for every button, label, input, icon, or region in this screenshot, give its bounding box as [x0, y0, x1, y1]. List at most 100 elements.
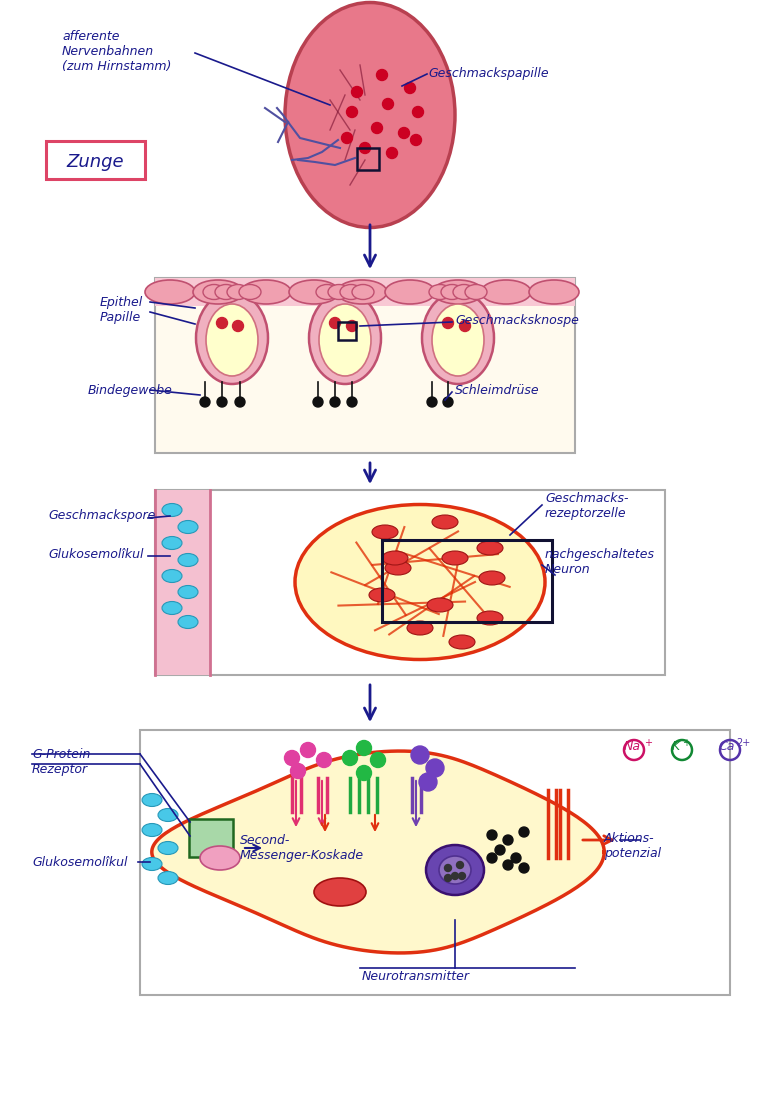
Text: Schleimdrüse: Schleimdrüse [455, 384, 539, 397]
Circle shape [371, 122, 383, 133]
Circle shape [456, 861, 463, 869]
Text: Second-
Messenger-Koskade: Second- Messenger-Koskade [240, 834, 364, 862]
Circle shape [330, 397, 340, 407]
Ellipse shape [385, 561, 411, 575]
Text: Epithel
Papille: Epithel Papille [100, 296, 143, 324]
Circle shape [291, 763, 305, 779]
Circle shape [519, 864, 529, 873]
Ellipse shape [441, 285, 463, 299]
Ellipse shape [427, 598, 453, 612]
Ellipse shape [206, 304, 258, 376]
Bar [155, 278, 575, 306]
Ellipse shape [465, 285, 487, 299]
Ellipse shape [178, 616, 198, 628]
Ellipse shape [289, 280, 339, 304]
Ellipse shape [200, 846, 240, 870]
Circle shape [217, 397, 227, 407]
Ellipse shape [481, 280, 531, 304]
Circle shape [503, 860, 513, 870]
Circle shape [460, 320, 470, 331]
Circle shape [370, 752, 385, 768]
Ellipse shape [337, 280, 387, 304]
Circle shape [347, 397, 357, 407]
Ellipse shape [215, 285, 237, 299]
Circle shape [343, 750, 357, 766]
Ellipse shape [385, 280, 435, 304]
Circle shape [346, 107, 357, 118]
Circle shape [301, 742, 315, 758]
Circle shape [487, 852, 497, 864]
Text: nachgeschaltetes
Neuron: nachgeschaltetes Neuron [545, 548, 655, 576]
Ellipse shape [227, 285, 249, 299]
Ellipse shape [178, 585, 198, 598]
Ellipse shape [442, 551, 468, 565]
Circle shape [383, 99, 394, 110]
Ellipse shape [309, 292, 381, 384]
Ellipse shape [369, 588, 395, 602]
Circle shape [426, 759, 444, 777]
Ellipse shape [162, 537, 182, 550]
Ellipse shape [145, 280, 195, 304]
Text: Glukosemolîkul: Glukosemolîkul [32, 856, 128, 869]
FancyBboxPatch shape [46, 141, 145, 179]
Circle shape [235, 397, 245, 407]
Circle shape [360, 143, 370, 154]
Ellipse shape [162, 602, 182, 615]
Ellipse shape [328, 285, 350, 299]
Ellipse shape [196, 292, 268, 384]
Text: Glukosemolîkul: Glukosemolîkul [48, 548, 143, 561]
Text: afferente
Nervenbahnen
(zum Hirnstamm): afferente Nervenbahnen (zum Hirnstamm) [62, 30, 171, 73]
Circle shape [495, 845, 505, 855]
Ellipse shape [142, 793, 162, 806]
Text: 2+: 2+ [736, 738, 750, 748]
Bar [140, 730, 730, 996]
Ellipse shape [314, 878, 366, 906]
Circle shape [342, 132, 353, 143]
Circle shape [200, 397, 210, 407]
Ellipse shape [432, 304, 484, 376]
Circle shape [519, 827, 529, 837]
Ellipse shape [407, 621, 433, 635]
Circle shape [503, 835, 513, 845]
Ellipse shape [193, 280, 243, 304]
Ellipse shape [158, 871, 178, 884]
Ellipse shape [178, 553, 198, 566]
Text: +: + [644, 738, 652, 748]
Text: Geschmacksknospe: Geschmacksknospe [455, 314, 579, 327]
Circle shape [427, 397, 437, 407]
Ellipse shape [449, 635, 475, 649]
Text: Aktions-
potenzial: Aktions- potenzial [604, 832, 661, 860]
Ellipse shape [453, 285, 475, 299]
Circle shape [443, 318, 453, 329]
Ellipse shape [241, 280, 291, 304]
Text: Ca: Ca [718, 740, 735, 754]
Ellipse shape [162, 504, 182, 517]
Ellipse shape [433, 280, 483, 304]
Ellipse shape [142, 858, 162, 870]
Ellipse shape [426, 845, 484, 895]
Ellipse shape [340, 285, 362, 299]
Bar [155, 490, 665, 675]
Circle shape [356, 740, 371, 756]
Bar [382, 540, 552, 622]
Text: Geschmacks-
rezeptorzelle: Geschmacks- rezeptorzelle [545, 492, 629, 520]
Circle shape [313, 397, 323, 407]
Circle shape [412, 107, 423, 118]
Ellipse shape [158, 842, 178, 855]
Text: K: K [672, 740, 680, 754]
Ellipse shape [142, 824, 162, 836]
Ellipse shape [479, 571, 505, 585]
Circle shape [352, 87, 363, 98]
Text: Geschmackspapille: Geschmackspapille [428, 67, 549, 80]
Circle shape [398, 128, 409, 139]
Circle shape [405, 82, 415, 94]
Circle shape [377, 69, 388, 80]
Ellipse shape [162, 570, 182, 583]
Circle shape [356, 766, 371, 781]
Ellipse shape [422, 292, 494, 384]
Circle shape [232, 320, 243, 331]
Circle shape [452, 872, 459, 880]
Circle shape [459, 872, 466, 880]
Bar [357, 148, 379, 170]
Ellipse shape [316, 285, 338, 299]
